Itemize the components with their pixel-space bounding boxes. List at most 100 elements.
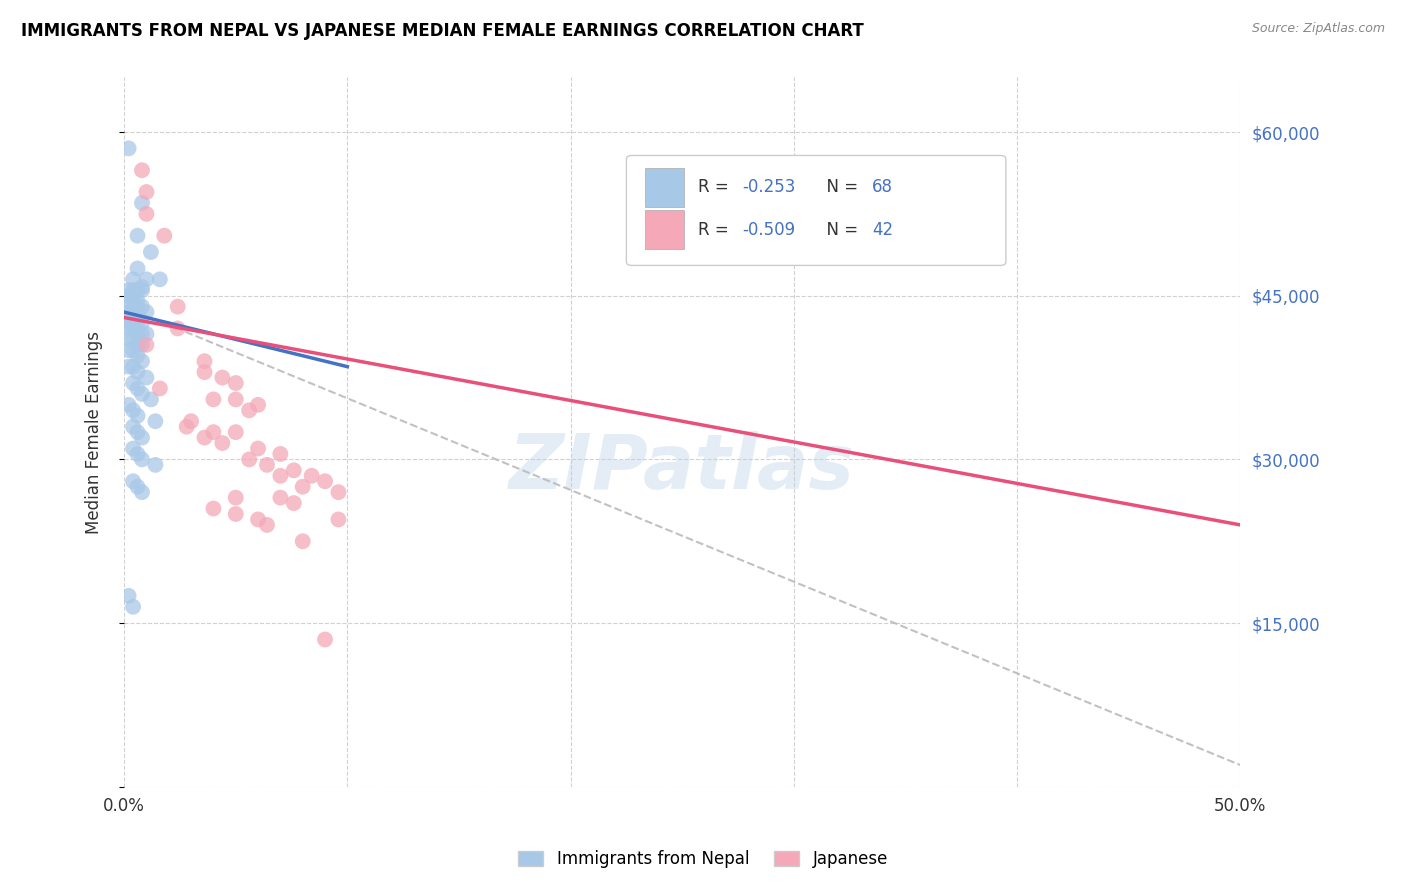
Point [117,289,139,303]
Point [131,283,153,297]
Point [211,370,233,384]
Point [117,316,139,330]
Point [166,321,188,335]
Point [135,338,157,352]
Point [117,283,139,297]
Point [127,382,149,396]
Point [247,442,270,456]
Point [283,496,305,510]
Point [122,419,145,434]
Text: R =: R = [697,178,734,196]
Point [149,382,172,396]
Point [145,414,167,428]
Point [131,316,153,330]
Point [153,228,176,243]
Point [127,349,149,363]
Point [122,294,145,309]
Text: 42: 42 [872,221,893,239]
Point [193,365,215,379]
Point [127,480,149,494]
Point [247,512,270,526]
Point [131,452,153,467]
Point [122,376,145,390]
Point [131,196,153,211]
FancyBboxPatch shape [645,168,685,207]
Point [127,447,149,461]
Point [314,632,336,647]
Point [176,419,198,434]
Text: -0.253: -0.253 [742,178,796,196]
Point [166,300,188,314]
Point [117,294,139,309]
Point [131,431,153,445]
Point [127,310,149,325]
Point [225,425,247,439]
Point [225,376,247,390]
Point [122,321,145,335]
Point [193,354,215,368]
Point [149,272,172,286]
Point [135,185,157,199]
Point [127,338,149,352]
Point [247,398,270,412]
Point [117,398,139,412]
Point [202,501,225,516]
Point [328,512,350,526]
Point [269,468,291,483]
Point [122,343,145,358]
Point [122,599,145,614]
Text: -0.509: -0.509 [742,221,796,239]
Point [127,326,149,341]
Text: Source: ZipAtlas.com: Source: ZipAtlas.com [1251,22,1385,36]
Point [127,409,149,423]
Point [122,442,145,456]
Point [122,359,145,374]
Point [283,463,305,477]
Point [122,305,145,319]
Point [202,425,225,439]
Point [122,289,145,303]
Point [127,300,149,314]
Point [131,485,153,500]
FancyBboxPatch shape [645,211,685,250]
Point [117,359,139,374]
Point [122,332,145,346]
Point [291,480,314,494]
Point [117,305,139,319]
Point [135,326,157,341]
Text: N =: N = [815,178,863,196]
Text: ZIPatlas: ZIPatlas [509,431,855,505]
Point [131,326,153,341]
Point [139,245,162,260]
Point [131,387,153,401]
Point [122,283,145,297]
Point [117,343,139,358]
Point [225,507,247,521]
Point [301,468,323,483]
Text: R =: R = [697,221,734,239]
Point [193,431,215,445]
Point [122,403,145,417]
Text: IMMIGRANTS FROM NEPAL VS JAPANESE MEDIAN FEMALE EARNINGS CORRELATION CHART: IMMIGRANTS FROM NEPAL VS JAPANESE MEDIAN… [21,22,863,40]
Point [269,491,291,505]
Point [256,458,278,472]
Point [135,305,157,319]
Point [127,261,149,276]
Point [117,332,139,346]
Point [127,305,149,319]
Point [314,475,336,489]
Point [122,475,145,489]
Point [131,338,153,352]
Point [139,392,162,407]
Point [238,452,260,467]
Point [131,163,153,178]
Point [117,321,139,335]
Point [211,436,233,450]
Point [122,272,145,286]
Point [135,272,157,286]
Point [131,280,153,294]
Point [225,491,247,505]
Point [117,141,139,155]
Point [269,447,291,461]
Point [238,403,260,417]
